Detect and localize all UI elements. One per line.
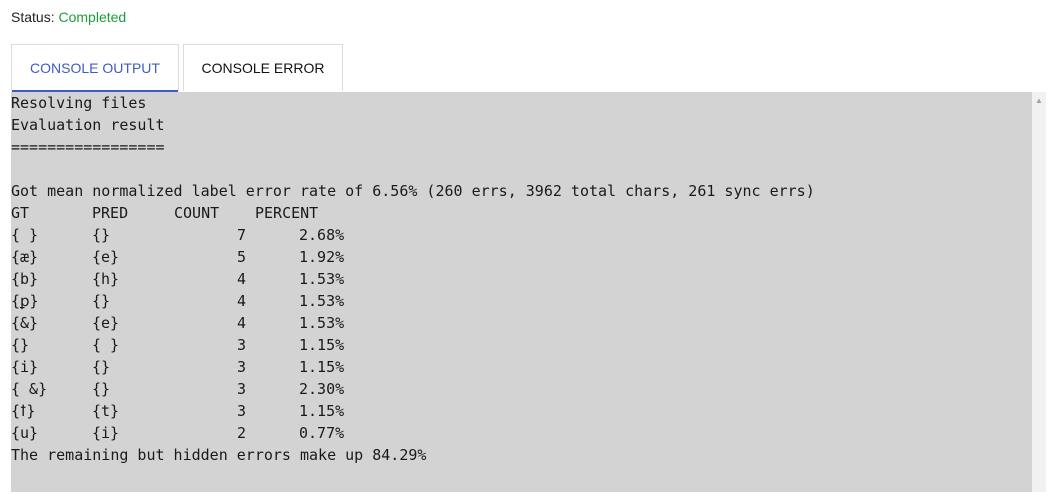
console-line: Resolving files (11, 94, 147, 112)
cell-count: 3 (237, 358, 247, 376)
cell-percent: 0.77% (299, 424, 345, 442)
table-row: {ꝑ} {} 4 1.53% (11, 290, 1032, 312)
cell-pred: { } (92, 336, 120, 354)
cell-percent: 1.53% (299, 292, 345, 310)
cell-percent: 1.92% (299, 248, 345, 266)
cell-gt: {ꝑ} (11, 292, 39, 310)
cell-pred: {i} (92, 424, 120, 442)
cell-percent: 1.53% (299, 270, 345, 288)
cell-count: 4 (237, 314, 247, 332)
cell-count: 2 (237, 424, 247, 442)
cell-count: 3 (237, 336, 247, 354)
cell-count: 3 (237, 380, 247, 398)
cell-gt: {} (11, 336, 30, 354)
table-row: {i} {} 3 1.15% (11, 356, 1032, 378)
cell-percent: 1.53% (299, 314, 345, 332)
cell-percent: 2.30% (299, 380, 345, 398)
tab-console-error[interactable]: CONSOLE ERROR (183, 44, 343, 91)
cell-count: 4 (237, 270, 247, 288)
cell-pred: {} (92, 292, 111, 310)
cell-gt: {æ} (11, 248, 39, 266)
cell-gt: {u} (11, 424, 39, 442)
cell-pred: {e} (92, 248, 120, 266)
cell-gt: { &} (11, 380, 48, 398)
table-row: {ꝉ} {t} 3 1.15% (11, 400, 1032, 422)
header-pred: PRED (92, 204, 129, 222)
cell-pred: {h} (92, 270, 120, 288)
cell-gt: { } (11, 226, 39, 244)
table-row: {} { } 3 1.15% (11, 334, 1032, 356)
cell-count: 4 (237, 292, 247, 310)
cell-gt: {i} (11, 358, 39, 376)
cell-gt: {b} (11, 270, 39, 288)
cell-count: 3 (237, 402, 247, 420)
table-row: {&} {e} 4 1.53% (11, 312, 1032, 334)
chevron-up-icon[interactable]: ▲ (1035, 95, 1043, 105)
header-gt: GT (11, 204, 30, 222)
console-scrollbar[interactable]: ▲ (1032, 92, 1046, 492)
console-separator: ================= (11, 138, 165, 156)
cell-pred: {} (92, 380, 111, 398)
cell-gt: {ꝉ} (11, 402, 36, 420)
console-footer: The remaining but hidden errors make up … (11, 446, 427, 464)
error-table: { } {} 7 2.68% {æ} {e} 5 1.92% {b} {h} 4 1.53% {ꝑ} {}… (11, 224, 1032, 444)
table-row: { } {} 7 2.68% (11, 224, 1032, 246)
status-value: Completed (58, 9, 127, 25)
console-line: Evaluation result (11, 116, 165, 134)
cell-count: 7 (237, 226, 247, 244)
status-label: Status: (11, 9, 55, 25)
header-count: COUNT (174, 204, 220, 222)
cell-pred: {} (92, 358, 111, 376)
cell-percent: 1.15% (299, 402, 345, 420)
cell-percent: 1.15% (299, 336, 345, 354)
cell-pred: {} (92, 226, 111, 244)
cell-percent: 2.68% (299, 226, 345, 244)
table-header: GT PRED COUNT PERCENT (11, 202, 1032, 224)
cell-pred: {e} (92, 314, 120, 332)
console-blank-line (11, 158, 1032, 180)
table-row: {b} {h} 4 1.53% (11, 268, 1032, 290)
status-line: Status: Completed (11, 9, 126, 25)
table-row: { &} {} 3 2.30% (11, 378, 1032, 400)
table-row: {u} {i} 2 0.77% (11, 422, 1032, 444)
console-output-panel: Resolving files Evaluation result ======… (11, 92, 1032, 492)
header-percent: PERCENT (255, 204, 319, 222)
cell-count: 5 (237, 248, 247, 266)
cell-pred: {t} (92, 402, 120, 420)
console-summary: Got mean normalized label error rate of … (11, 182, 815, 200)
cell-percent: 1.15% (299, 358, 345, 376)
table-row: {æ} {e} 5 1.92% (11, 246, 1032, 268)
tab-console-output[interactable]: CONSOLE OUTPUT (11, 44, 179, 92)
cell-gt: {&} (11, 314, 39, 332)
